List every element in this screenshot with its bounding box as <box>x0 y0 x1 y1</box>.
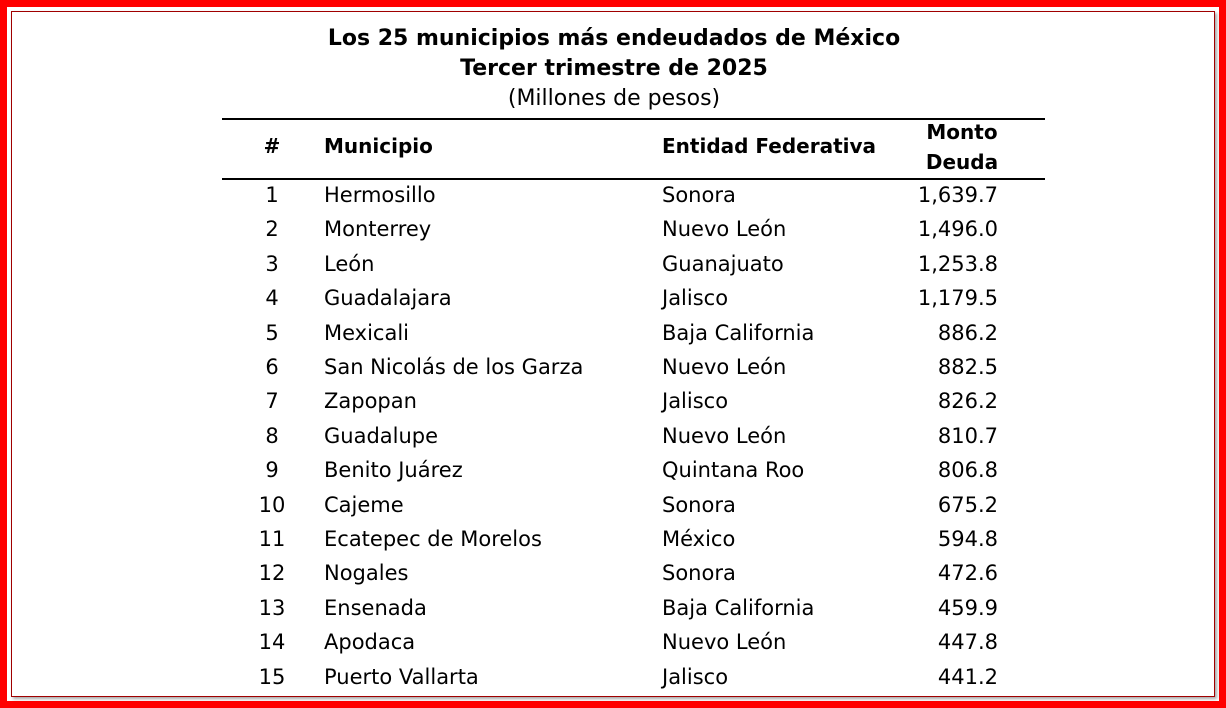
monto-cell: 1,639.7 <box>917 183 998 207</box>
monto-cell: 886.2 <box>937 320 998 345</box>
municipio-cell: Puerto Vallarta <box>324 664 479 689</box>
row-number: 3 <box>265 251 279 276</box>
municipio-cell: Guadalajara <box>324 286 452 311</box>
row-number: 13 <box>258 595 286 620</box>
municipio-cell: Ecatepec de Morelos <box>324 527 542 551</box>
monto-cell: 441.2 <box>937 664 998 689</box>
row-number: 7 <box>265 389 279 414</box>
monto-cell: 810.7 <box>937 423 998 448</box>
table-row: 1 Hermosillo Sonora 1,639.7 <box>12 178 1214 212</box>
monto-cell: 447.8 <box>937 630 998 655</box>
entidad-cell: Baja California <box>662 595 815 620</box>
monto-cell: 1,496.0 <box>917 217 998 242</box>
row-number: 6 <box>265 355 279 379</box>
header-entidad: Entidad Federativa <box>662 134 877 158</box>
header-municipio: Municipio <box>324 134 433 158</box>
table-row: 8 Guadalupe Nuevo León 810.7 <box>12 419 1214 453</box>
table-row: 10 Cajeme Sonora 675.2 <box>12 488 1214 522</box>
entidad-cell: Sonora <box>662 492 736 517</box>
row-number: 15 <box>258 664 286 689</box>
entidad-cell: Baja California <box>662 320 815 345</box>
entidad-cell: Quintana Roo <box>662 458 805 483</box>
monto-cell: 459.9 <box>937 595 998 620</box>
municipio-cell: Benito Juárez <box>324 458 463 483</box>
municipio-cell: Hermosillo <box>324 183 436 207</box>
entidad-cell: Jalisco <box>662 286 729 311</box>
table-header-rule <box>222 178 1045 180</box>
table-row: 3 León Guanajuato 1,253.8 <box>12 247 1214 281</box>
row-number: 11 <box>258 527 286 551</box>
table-row: 4 Guadalajara Jalisco 1,179.5 <box>12 281 1214 315</box>
municipio-cell: Zapopan <box>324 389 417 414</box>
page-title: Los 25 municipios más endeudados de Méxi… <box>327 26 901 51</box>
table-row: 6 San Nicolás de los Garza Nuevo León 882.5 <box>12 350 1214 384</box>
monto-cell: 594.8 <box>937 527 998 551</box>
municipio-cell: Ensenada <box>324 595 427 620</box>
row-number: 5 <box>265 320 279 345</box>
row-number: 10 <box>258 492 286 517</box>
table-row: 13 Ensenada Baja California 459.9 <box>12 591 1214 625</box>
table-row: 2 Monterrey Nuevo León 1,496.0 <box>12 212 1214 246</box>
row-number: 4 <box>265 286 279 311</box>
monto-cell: 472.6 <box>937 561 998 586</box>
table-row: 5 Mexicali Baja California 886.2 <box>12 316 1214 350</box>
municipio-cell: San Nicolás de los Garza <box>324 355 584 379</box>
row-number: 2 <box>265 217 279 242</box>
table-row: 12 Nogales Sonora 472.6 <box>12 556 1214 590</box>
row-number: 8 <box>265 423 279 448</box>
entidad-cell: Guanajuato <box>662 251 784 276</box>
monto-cell: 826.2 <box>937 389 998 414</box>
municipio-cell: Monterrey <box>324 217 432 242</box>
table-top-rule <box>222 118 1045 120</box>
entidad-cell: Jalisco <box>662 664 729 689</box>
table-row: 7 Zapopan Jalisco 826.2 <box>12 384 1214 418</box>
entidad-cell: Nuevo León <box>662 630 787 655</box>
entidad-cell: Jalisco <box>662 389 729 414</box>
row-number: 1 <box>265 183 279 207</box>
page-subtitle: Tercer trimestre de 2025 <box>460 56 768 81</box>
row-number: 12 <box>258 561 286 586</box>
monto-cell: 1,253.8 <box>917 251 998 276</box>
municipio-cell: Cajeme <box>324 492 404 517</box>
monto-cell: 675.2 <box>937 492 998 517</box>
table-row: 15 Puerto Vallarta Jalisco 441.2 <box>12 660 1214 694</box>
header-num: # <box>263 134 281 158</box>
municipio-cell: Mexicali <box>324 320 410 345</box>
title-block: Los 25 municipios más endeudados de Méxi… <box>12 24 1214 114</box>
municipio-cell: Apodaca <box>324 630 416 655</box>
entidad-cell: México <box>662 527 736 551</box>
header-monto: Monto <box>926 120 998 144</box>
table-row: 14 Apodaca Nuevo León 447.8 <box>12 625 1214 659</box>
units-note: (Millones de pesos) <box>507 86 721 111</box>
municipio-cell: Nogales <box>324 561 409 586</box>
table-row: 9 Benito Juárez Quintana Roo 806.8 <box>12 453 1214 487</box>
entidad-cell: Sonora <box>662 183 736 207</box>
entidad-cell: Nuevo León <box>662 355 787 379</box>
row-number: 14 <box>258 630 286 655</box>
monto-cell: 1,179.5 <box>917 286 998 311</box>
entidad-cell: Nuevo León <box>662 423 787 448</box>
entidad-cell: Nuevo León <box>662 217 787 242</box>
table-row: 11 Ecatepec de Morelos México 594.8 <box>12 522 1214 556</box>
entidad-cell: Sonora <box>662 561 736 586</box>
monto-cell: 806.8 <box>937 458 998 483</box>
content-panel: Los 25 municipios más endeudados de Méxi… <box>11 11 1215 697</box>
municipio-cell: León <box>324 251 375 276</box>
header-deuda: Deuda <box>925 150 999 174</box>
municipio-cell: Guadalupe <box>324 423 439 448</box>
monto-cell: 882.5 <box>937 355 998 379</box>
row-number: 9 <box>265 458 279 483</box>
